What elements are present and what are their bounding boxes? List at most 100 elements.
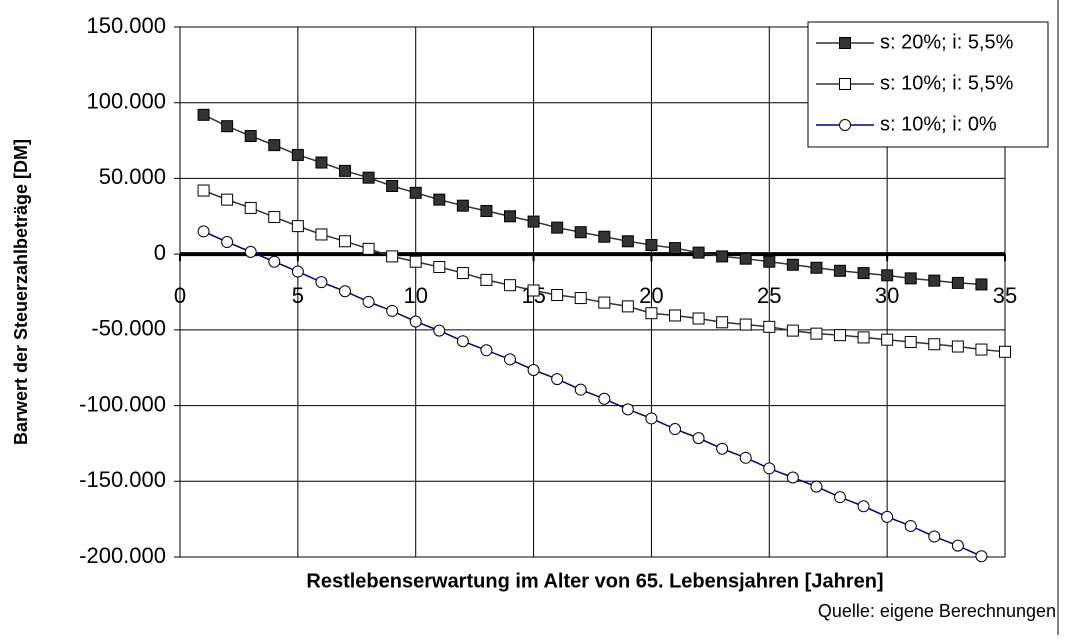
x-tick-label: 20 [639,283,663,308]
marker [221,120,234,133]
marker [574,292,587,305]
marker [362,171,375,184]
marker [291,148,304,161]
series-line [203,114,982,286]
marker [928,530,941,543]
marker [810,261,823,274]
y-tick-label: -100.000 [79,391,166,416]
marker [716,442,729,455]
x-axis-label: Restlebenserwartung im Alter von 65. Leb… [306,570,883,592]
marker [409,255,422,268]
marker [928,338,941,351]
marker [197,108,210,121]
y-tick-label: 150.000 [86,13,166,38]
y-tick-label: -150.000 [79,467,166,492]
marker [763,320,776,333]
marker [221,236,234,249]
marker [786,471,799,484]
marker [881,510,894,523]
marker [999,345,1011,358]
marker [433,261,446,274]
y-tick-label: -50.000 [91,316,166,341]
marker [315,156,328,169]
x-tick-label: 25 [757,283,781,308]
marker [291,220,304,233]
marker [598,296,611,309]
marker [433,324,446,337]
marker [362,242,375,255]
marker [315,228,328,241]
marker [951,539,964,552]
marker [739,318,752,331]
marker [480,344,493,357]
legend-label: s: 20%; i: 5,5% [880,31,1014,53]
marker [598,230,611,243]
marker [504,353,516,366]
x-tick-label: 35 [993,283,1017,308]
marker [480,204,493,217]
marker [669,309,681,322]
marker [339,164,351,177]
legend: s: 20%; i: 5,5% s: 10%; i: 5,5% s: 10%; i:… [807,21,1049,148]
marker [362,295,375,308]
marker [692,246,705,259]
marker [574,226,587,239]
y-axis-label: Barwert der Steuerzahlbeträge [DM] [11,139,31,445]
marker [857,500,870,513]
marker [669,242,681,255]
marker [456,199,469,212]
marker [221,193,234,206]
y-tick-label: 100.000 [86,89,166,114]
marker [291,265,304,278]
marker [527,284,540,297]
x-tick-label: 30 [875,283,899,308]
marker [268,211,281,224]
marker [692,432,705,445]
marker [975,550,988,563]
marker [504,210,516,223]
marker [810,480,823,493]
marker [339,285,351,298]
marker [197,225,210,238]
marker [810,327,823,340]
marker [598,392,611,405]
marker [480,273,493,286]
marker [504,279,516,292]
marker [551,221,564,234]
marker [645,239,658,252]
marker [527,215,540,228]
marker [739,451,752,464]
marker [716,250,729,263]
marker [527,363,540,376]
marker [197,184,210,197]
marker [763,255,776,268]
marker [839,119,851,131]
marker [409,315,422,328]
marker [928,274,941,287]
x-tick-label: 0 [174,283,186,308]
marker [975,343,988,356]
marker [904,272,917,285]
marker [645,412,658,425]
marker [315,276,328,289]
y-tick-label: 50.000 [99,164,166,189]
y-tick-label: 0 [154,240,166,265]
marker [456,335,469,348]
marker [244,245,257,258]
marker [244,201,257,214]
marker [433,193,446,206]
marker [409,186,422,199]
marker [739,252,752,265]
legend-label: s: 10%; i: 5,5% [880,72,1014,94]
marker [339,235,351,248]
marker [834,491,846,504]
marker [456,267,469,280]
marker [786,324,799,337]
marker [244,130,257,143]
marker [386,304,399,317]
marker [386,250,399,263]
marker [881,333,894,346]
marker [716,316,729,329]
marker [904,519,917,532]
